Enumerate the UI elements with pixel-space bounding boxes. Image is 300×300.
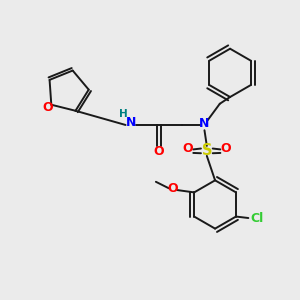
Text: N: N — [199, 117, 210, 130]
Text: Cl: Cl — [250, 212, 264, 225]
Text: O: O — [167, 182, 178, 195]
Text: O: O — [221, 142, 231, 155]
Text: N: N — [126, 116, 136, 129]
Text: S: S — [202, 143, 212, 158]
Text: O: O — [154, 145, 164, 158]
Text: O: O — [43, 100, 53, 114]
Text: H: H — [119, 109, 128, 119]
Text: O: O — [182, 142, 193, 155]
